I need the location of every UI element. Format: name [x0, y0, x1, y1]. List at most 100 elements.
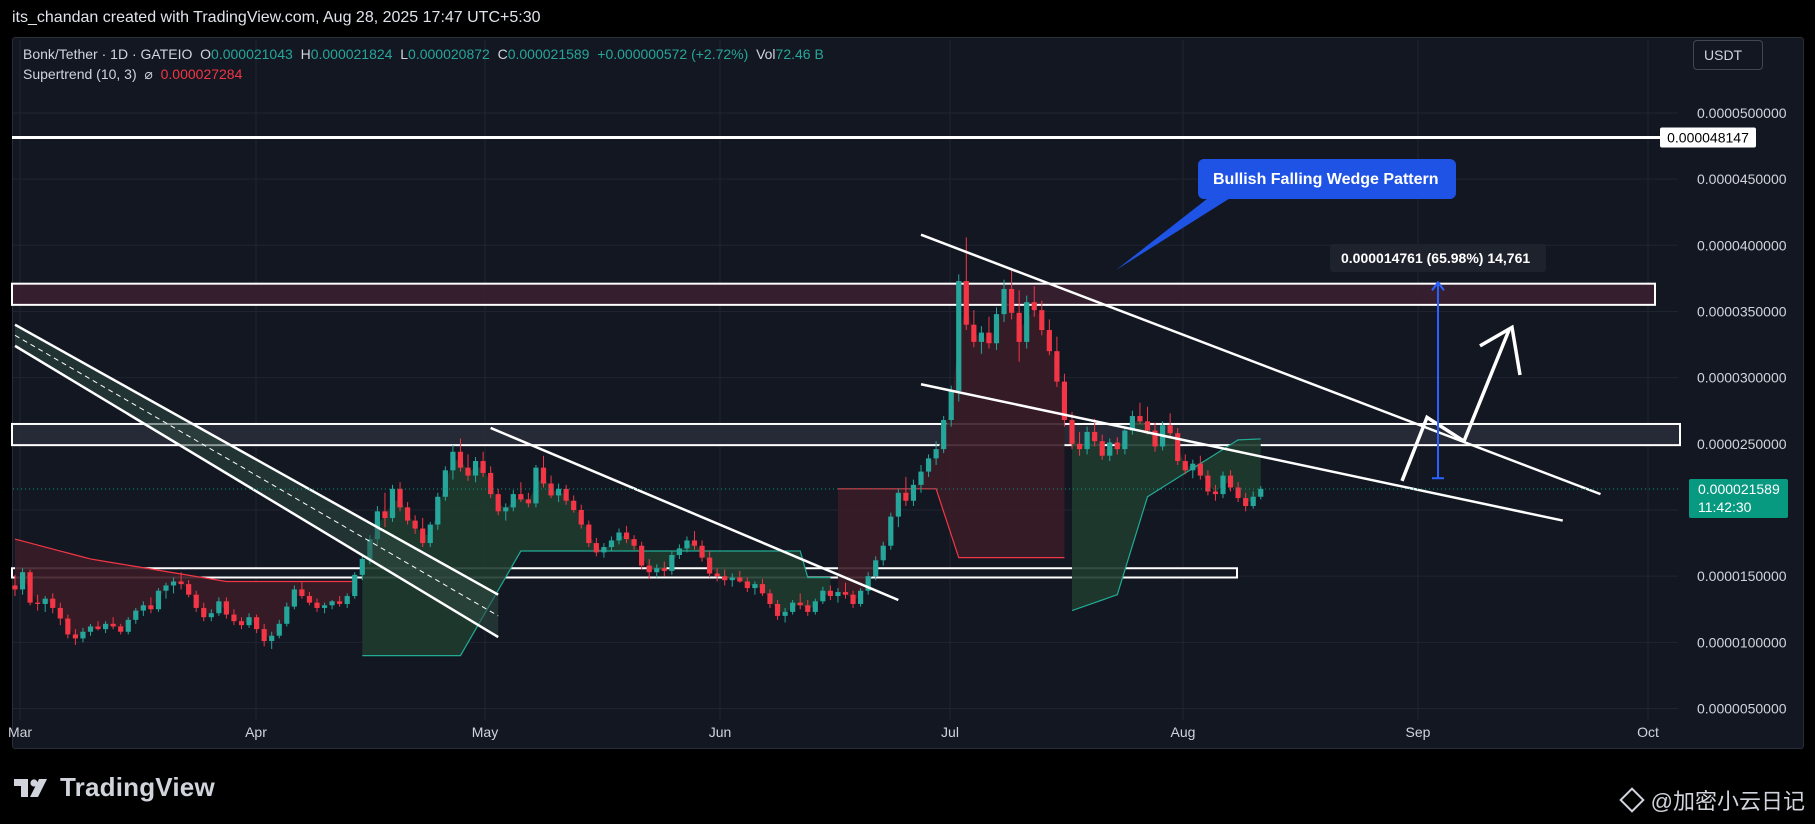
candle-body	[457, 451, 464, 468]
candle	[457, 438, 464, 472]
candle	[1001, 279, 1007, 323]
candle	[344, 593, 350, 608]
candle-body	[405, 507, 411, 521]
candle	[254, 614, 260, 634]
candle	[495, 488, 501, 516]
candle	[1069, 412, 1075, 450]
candle	[80, 627, 86, 643]
candle-body	[1250, 496, 1256, 507]
price-zone	[11, 282, 1656, 306]
supertrend-down-line	[837, 488, 1065, 559]
symbol-name[interactable]: Bonk/Tether · 1D · GATEIO	[23, 46, 193, 62]
currency-button[interactable]: USDT	[1693, 40, 1763, 70]
candle	[571, 495, 577, 513]
candle	[767, 589, 773, 608]
candle	[95, 621, 101, 631]
candle	[1197, 455, 1203, 480]
candle-body	[155, 590, 162, 610]
candle	[518, 482, 524, 503]
volume-value: 72.46 B	[775, 46, 824, 62]
candle	[1137, 402, 1143, 424]
price-tick-label: 0.0000450000	[1697, 171, 1787, 187]
price-zone	[11, 422, 1681, 447]
indicator-row[interactable]: Supertrend (10, 3) ⌀ 0.000027284	[23, 64, 824, 84]
indicator-hidden-icon[interactable]: ⌀	[144, 66, 153, 82]
candle	[397, 482, 403, 512]
candle-body	[35, 602, 41, 604]
candle	[993, 307, 1000, 350]
candle	[1024, 295, 1030, 349]
volume-label: Vol	[756, 46, 776, 62]
wedge-callout[interactable]: Bullish Falling Wedge Pattern	[1116, 159, 1456, 270]
candle-body	[714, 573, 720, 577]
time-tick-label: Apr	[245, 724, 267, 740]
candle-body	[1220, 475, 1226, 495]
candle-body	[329, 601, 335, 606]
candle	[480, 451, 486, 477]
candle	[1092, 418, 1098, 447]
candle-body	[1227, 475, 1234, 488]
candle-body	[374, 511, 380, 540]
candle	[488, 466, 494, 499]
candle	[918, 465, 924, 493]
candle-body	[427, 524, 433, 544]
candle-body	[19, 572, 26, 590]
candle-body	[1235, 487, 1241, 499]
candle	[956, 274, 962, 402]
time-tick-label: Mar	[8, 724, 32, 740]
candle-body	[525, 499, 531, 504]
candle-body	[842, 592, 849, 595]
horizontal-zones	[11, 135, 1681, 579]
candle-body	[812, 601, 818, 612]
wedge-lower-line	[920, 383, 1564, 522]
candle-body	[254, 617, 260, 630]
candle	[389, 484, 396, 522]
price-axis[interactable]: 0.0000050000 0.0000100000 0.0000150000 0.00…	[13, 105, 1788, 717]
candle-body	[246, 617, 252, 626]
candle	[19, 568, 26, 595]
candle	[873, 556, 879, 581]
descending-channel-upper	[14, 323, 499, 596]
candle	[933, 441, 939, 465]
candle	[601, 543, 607, 558]
watermark-text: @加密小云日记	[1650, 789, 1805, 814]
last-price-label: 0.000021589	[1698, 481, 1780, 497]
candle-body	[1175, 433, 1181, 462]
candle-body	[586, 524, 592, 544]
time-axis[interactable]: Mar Apr May Jun Jul Aug Sep Oct	[8, 724, 1659, 740]
candle	[261, 623, 267, 647]
measure-tool[interactable]: 0.000014761 (65.98%) 14,761	[1330, 244, 1546, 272]
candle	[1167, 413, 1173, 438]
candle	[87, 623, 94, 636]
candle	[435, 492, 441, 530]
attribution-text: its_chandan created with TradingView.com…	[12, 9, 541, 26]
open-value: 0.000021043	[211, 46, 293, 62]
candle-body	[1076, 443, 1083, 450]
candle	[155, 588, 162, 612]
price-tick-label: 0.0000500000	[1697, 105, 1787, 121]
candle-body	[616, 532, 622, 541]
candle	[216, 597, 222, 616]
candle-body	[654, 568, 660, 573]
close-value: 0.000021589	[507, 46, 590, 62]
candle-body	[50, 598, 56, 608]
candle-body	[186, 584, 192, 595]
candle	[895, 488, 901, 528]
wedge-upper-line	[920, 233, 1601, 496]
level-price-tag	[1660, 127, 1756, 148]
price-chart[interactable]: 0.0000050000 0.0000100000 0.0000150000 0.00…	[0, 0, 1815, 750]
candle-body	[805, 605, 811, 612]
candle	[72, 629, 78, 645]
attribution-bar: its_chandan created with TradingView.com…	[0, 0, 1815, 36]
candle-body	[571, 500, 577, 510]
price-tick-label: 0.0000250000	[1697, 436, 1787, 452]
candle	[729, 573, 735, 587]
candle	[714, 568, 720, 582]
candle-body	[442, 470, 448, 497]
candle-body	[118, 626, 124, 632]
candle-body	[533, 467, 539, 504]
candle	[193, 590, 199, 612]
chart-frame[interactable]	[12, 37, 1804, 749]
candle-body	[1046, 330, 1052, 352]
candle	[1076, 431, 1083, 456]
